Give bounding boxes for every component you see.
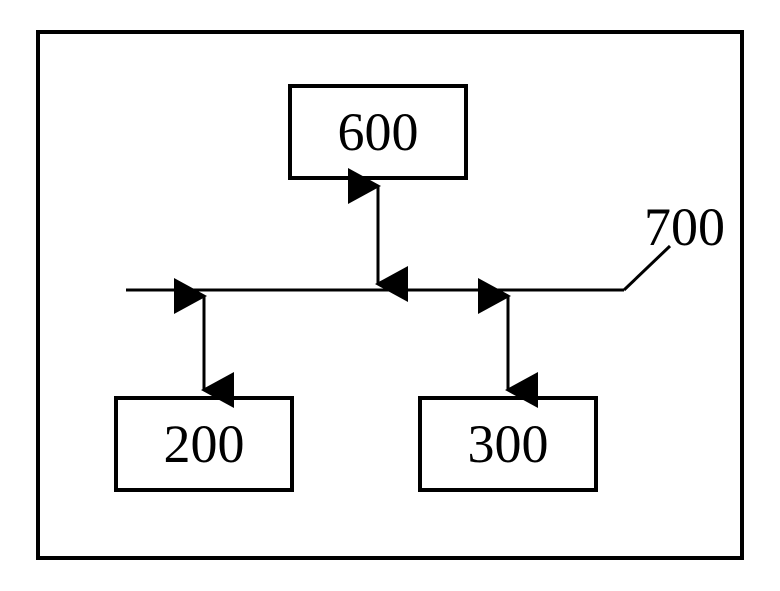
node-top: 600 bbox=[288, 84, 468, 180]
node-left-label: 200 bbox=[164, 413, 245, 475]
node-right: 300 bbox=[418, 396, 598, 492]
node-right-label: 300 bbox=[468, 413, 549, 475]
node-left: 200 bbox=[114, 396, 294, 492]
bus-label: 700 bbox=[644, 196, 725, 258]
node-top-label: 600 bbox=[338, 101, 419, 163]
